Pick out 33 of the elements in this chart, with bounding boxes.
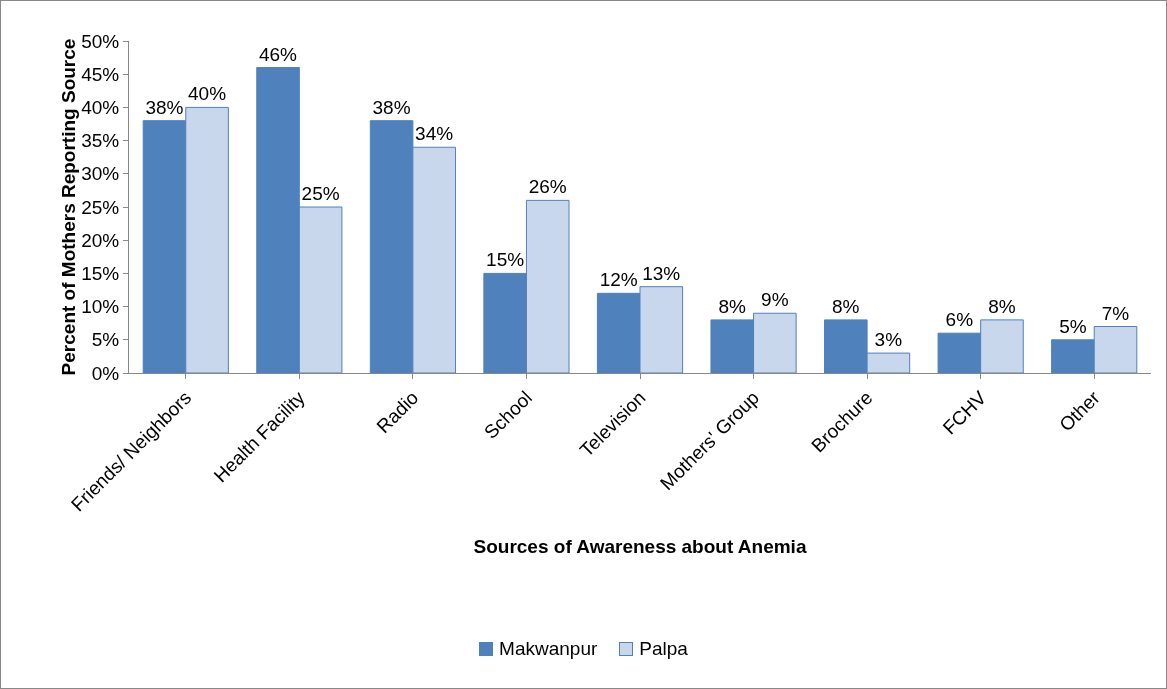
data-label: 8% <box>832 295 860 317</box>
y-tick-label: 15% <box>81 263 120 285</box>
legend-label: Palpa <box>639 638 688 660</box>
data-label: 46% <box>258 43 298 65</box>
data-label: 40% <box>188 83 227 105</box>
y-tick-label: 35% <box>81 130 120 152</box>
y-axis-title: Percent of Mothers Reporting Source <box>58 38 80 376</box>
data-label: 13% <box>642 262 681 284</box>
data-label: 38% <box>372 96 411 118</box>
data-label: 8% <box>718 295 747 317</box>
y-tick-label: 50% <box>81 30 120 52</box>
data-label: 25% <box>301 183 340 204</box>
data-label: 3% <box>874 329 903 351</box>
data-label: 15% <box>486 249 525 271</box>
y-tick-label: 5% <box>91 329 120 351</box>
data-label: 34% <box>415 123 454 145</box>
y-tick-label: 30% <box>81 163 120 185</box>
y-tick-label: 45% <box>81 63 120 85</box>
data-label: 5% <box>1059 315 1087 337</box>
y-tick-label: 25% <box>81 196 120 218</box>
x-axis-title: Sources of Awareness about Anemia <box>473 536 807 558</box>
y-tick-label: 0% <box>91 362 120 384</box>
y-tick-label: 10% <box>81 296 120 318</box>
data-label: 26% <box>528 176 567 198</box>
data-label: 12% <box>599 269 638 291</box>
y-tick-label: 20% <box>81 229 120 251</box>
data-label: 7% <box>1101 302 1130 324</box>
data-label: 9% <box>761 289 789 311</box>
data-label: 6% <box>945 309 974 331</box>
legend-label: Makwanpur <box>499 638 598 660</box>
data-label: 38% <box>145 96 184 118</box>
y-tick-label: 40% <box>81 97 120 119</box>
data-label: 8% <box>988 295 1016 317</box>
